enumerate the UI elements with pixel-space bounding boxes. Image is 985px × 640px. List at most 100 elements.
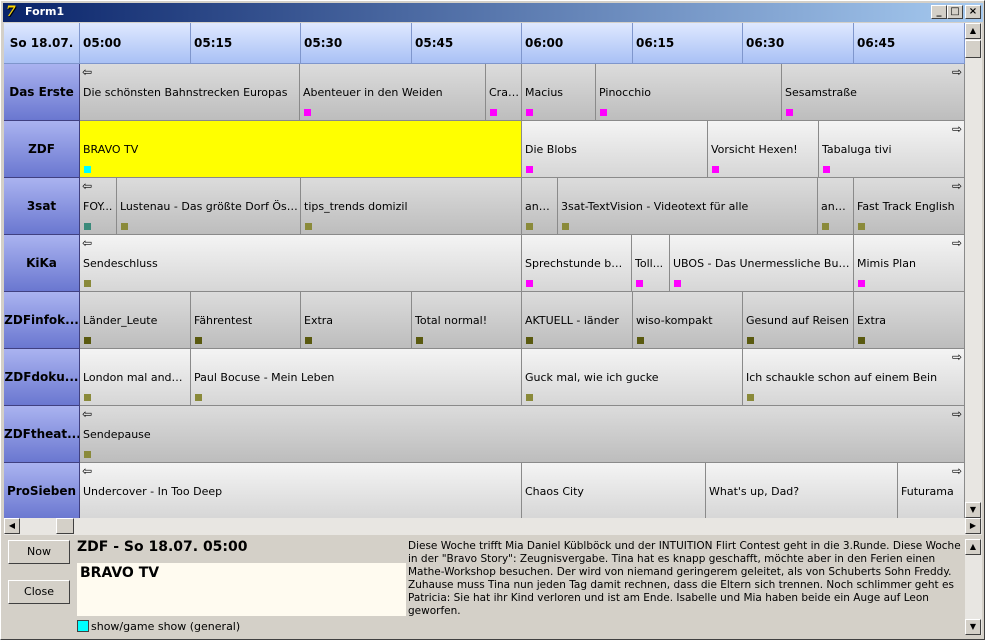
program-title: UBOS - Das Unermessliche Buch der Ozeane xyxy=(673,257,851,270)
program-cell[interactable]: and... xyxy=(522,178,558,235)
scroll-thumb[interactable] xyxy=(965,40,981,58)
close-button[interactable]: Close xyxy=(8,580,70,604)
maximize-button[interactable]: □ xyxy=(947,5,963,19)
program-cell[interactable]: FOY... ⇦ xyxy=(80,178,117,235)
scroll-right-arrow-icon[interactable]: ▶ xyxy=(965,518,981,534)
program-cell[interactable]: Undercover - In Too Deep ⇦ xyxy=(80,463,522,518)
channel-label[interactable]: ZDFdoku... xyxy=(4,349,80,406)
program-cell[interactable]: tips_trends domizil xyxy=(301,178,522,235)
program-title: Chaos City xyxy=(525,485,584,498)
arrow-right-icon[interactable]: ⇨ xyxy=(951,122,962,136)
program-cell[interactable]: Mimis Plan ⇨ xyxy=(854,235,965,292)
program-cell[interactable]: Craz... xyxy=(486,64,522,121)
close-window-button[interactable]: × xyxy=(965,5,981,19)
program-title: Sprechstunde bei Dr. Frankenstein xyxy=(525,257,629,270)
program-cell[interactable]: Die schönsten Bahnstrecken Europas ⇦ xyxy=(80,64,300,121)
program-cell[interactable]: Sendeschluss ⇦ xyxy=(80,235,522,292)
program-cell[interactable]: Lustenau - Das größte Dorf Österreichs xyxy=(117,178,301,235)
arrow-left-icon[interactable]: ⇦ xyxy=(82,65,93,79)
arrow-right-icon[interactable]: ⇨ xyxy=(951,407,962,421)
minimize-button[interactable]: _ xyxy=(931,5,947,19)
genre-marker xyxy=(562,223,569,230)
grid-horizontal-scrollbar[interactable]: ◀ ▶ xyxy=(4,518,982,535)
program-cell[interactable]: AKTUELL - länder xyxy=(522,292,633,349)
channel-label[interactable]: ZDFinfok... xyxy=(4,292,80,349)
program-title: Futurama xyxy=(901,485,954,498)
program-cell[interactable]: Extra xyxy=(301,292,412,349)
arrow-left-icon[interactable]: ⇦ xyxy=(82,179,93,193)
program-title: Die Blobs xyxy=(525,143,577,156)
program-cell[interactable]: Länder_Leute xyxy=(80,292,191,349)
program-title: Abenteuer in den Weiden xyxy=(303,86,443,99)
program-cell[interactable]: Abenteuer in den Weiden xyxy=(300,64,486,121)
arrow-right-icon[interactable]: ⇨ xyxy=(951,464,962,478)
time-slot-header: 05:15 xyxy=(191,23,301,64)
program-cell[interactable]: Tabaluga tivi ⇨ xyxy=(819,121,965,178)
genre-marker xyxy=(305,223,312,230)
program-cell[interactable]: Sesamstraße ⇨ xyxy=(782,64,965,121)
window-title: Form1 xyxy=(25,5,65,18)
program-cell[interactable]: wiso-kompakt xyxy=(633,292,743,349)
program-cell[interactable]: What's up, Dad? xyxy=(706,463,898,518)
arrow-left-icon[interactable]: ⇦ xyxy=(82,236,93,250)
scroll-left-arrow-icon[interactable]: ◀ xyxy=(4,518,20,534)
channel-label[interactable]: ZDF xyxy=(4,121,80,178)
program-cell[interactable]: Fährentest xyxy=(191,292,301,349)
program-cell[interactable]: BRAVO TV xyxy=(80,121,522,178)
program-cell[interactable]: Macius xyxy=(522,64,596,121)
arrow-right-icon[interactable]: ⇨ xyxy=(951,236,962,250)
program-cell[interactable]: Ich schaukle schon auf einem Bein ⇨ xyxy=(743,349,965,406)
scroll-down-arrow-icon[interactable]: ▼ xyxy=(965,502,981,518)
channel-label[interactable]: KiKa xyxy=(4,235,80,292)
arrow-right-icon[interactable]: ⇨ xyxy=(951,65,962,79)
scroll-down-arrow-icon[interactable]: ▼ xyxy=(965,619,981,635)
program-cell[interactable]: and... xyxy=(818,178,854,235)
title-bar[interactable]: 7 Form1 _ □ × xyxy=(3,3,983,22)
grid-vertical-scrollbar[interactable]: ▲ ▼ xyxy=(965,23,982,518)
program-cell[interactable]: Total normal! xyxy=(412,292,522,349)
scroll-thumb[interactable] xyxy=(56,518,74,534)
program-cell[interactable]: Die Blobs xyxy=(522,121,708,178)
genre-marker xyxy=(84,223,91,230)
program-cell[interactable]: Guck mal, wie ich gucke xyxy=(522,349,743,406)
program-cell[interactable]: 3sat-TextVision - Videotext für alle xyxy=(558,178,818,235)
genre-label: show/game show (general) xyxy=(91,620,241,633)
now-button[interactable]: Now xyxy=(8,540,70,564)
program-cell[interactable]: Sendepause ⇦ ⇨ xyxy=(80,406,965,463)
channel-label[interactable]: 3sat xyxy=(4,178,80,235)
arrow-right-icon[interactable]: ⇨ xyxy=(951,350,962,364)
program-cell[interactable]: Pinocchio xyxy=(596,64,782,121)
channel-label[interactable]: Das Erste xyxy=(4,64,80,121)
arrow-left-icon[interactable]: ⇦ xyxy=(82,464,93,478)
channel-label[interactable]: ZDFtheat... xyxy=(4,406,80,463)
program-cell[interactable]: Paul Bocuse - Mein Leben xyxy=(191,349,522,406)
description-scrollbar[interactable]: ▲ ▼ xyxy=(965,539,982,635)
time-slot-header: 05:30 xyxy=(301,23,412,64)
program-cell[interactable]: Fast Track English ⇨ xyxy=(854,178,965,235)
genre-marker xyxy=(823,166,830,173)
arrow-left-icon[interactable]: ⇦ xyxy=(82,407,93,421)
program-cell[interactable]: Sprechstunde bei Dr. Frankenstein xyxy=(522,235,632,292)
scroll-up-arrow-icon[interactable]: ▲ xyxy=(965,23,981,39)
program-title: FOY... xyxy=(83,200,113,213)
genre-marker xyxy=(305,337,312,344)
time-slot-header: 06:15 xyxy=(633,23,743,64)
program-cell[interactable]: London mal anders! xyxy=(80,349,191,406)
program-title: Ich schaukle schon auf einem Bein xyxy=(746,371,938,384)
genre-marker xyxy=(84,166,91,173)
program-title: BRAVO TV xyxy=(80,565,160,581)
genre-marker xyxy=(84,394,91,401)
program-cell[interactable]: Vorsicht Hexen! xyxy=(708,121,819,178)
program-cell[interactable]: UBOS - Das Unermessliche Buch der Ozeane xyxy=(670,235,854,292)
genre-color-swatch xyxy=(77,620,89,632)
program-cell[interactable]: Gesund auf Reisen xyxy=(743,292,854,349)
program-cell[interactable]: Futurama ⇨ xyxy=(898,463,965,518)
program-cell[interactable]: Toll... xyxy=(632,235,670,292)
arrow-right-icon[interactable]: ⇨ xyxy=(951,179,962,193)
time-slot-header: 05:00 xyxy=(80,23,191,64)
channel-label[interactable]: ProSieben xyxy=(4,463,80,518)
program-cell[interactable]: Chaos City xyxy=(522,463,706,518)
scroll-up-arrow-icon[interactable]: ▲ xyxy=(965,539,981,555)
program-cell[interactable]: Extra xyxy=(854,292,965,349)
